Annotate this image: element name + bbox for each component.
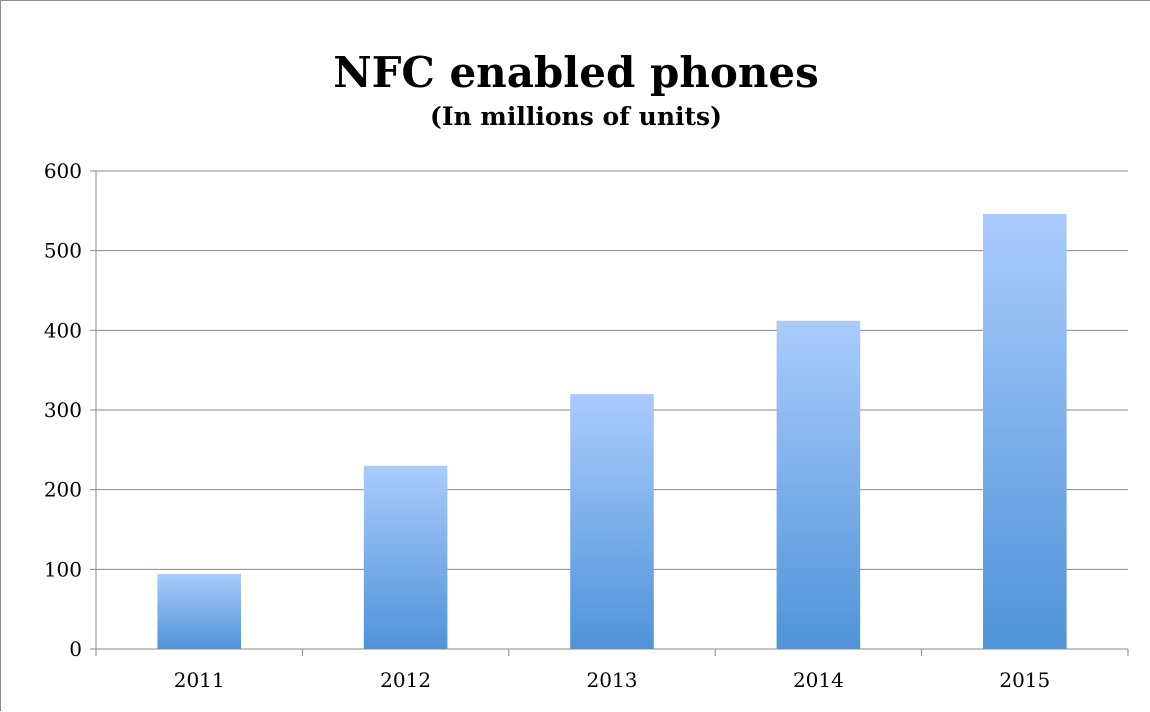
chart-title: NFC enabled phones — [333, 48, 819, 97]
y-tick-label: 500 — [44, 239, 82, 263]
bar-2012 — [363, 465, 448, 649]
y-tick-label: 400 — [44, 318, 82, 342]
bars — [157, 214, 1067, 649]
x-tick-label: 2015 — [999, 668, 1050, 692]
axes — [90, 170, 1129, 656]
y-tick-labels: 0 100 200 300 400 500 600 — [44, 159, 82, 661]
y-tick-label: 0 — [69, 637, 82, 661]
bar-2011 — [157, 574, 241, 649]
chart-subtitle: (In millions of units) — [430, 102, 722, 131]
x-tick-label: 2014 — [793, 668, 844, 692]
y-tick-label: 600 — [44, 159, 82, 183]
y-tick-label: 300 — [44, 398, 82, 422]
y-tick-label: 200 — [44, 478, 82, 502]
bar-2015 — [983, 214, 1067, 649]
x-tick-label: 2011 — [174, 668, 225, 692]
x-tick-label: 2012 — [380, 668, 431, 692]
y-tick-label: 100 — [44, 557, 82, 581]
bar-2013 — [570, 394, 654, 649]
bar-2014 — [776, 320, 861, 649]
x-tick-label: 2013 — [587, 668, 638, 692]
x-tick-labels: 2011 2012 2013 2014 2015 — [174, 668, 1051, 692]
